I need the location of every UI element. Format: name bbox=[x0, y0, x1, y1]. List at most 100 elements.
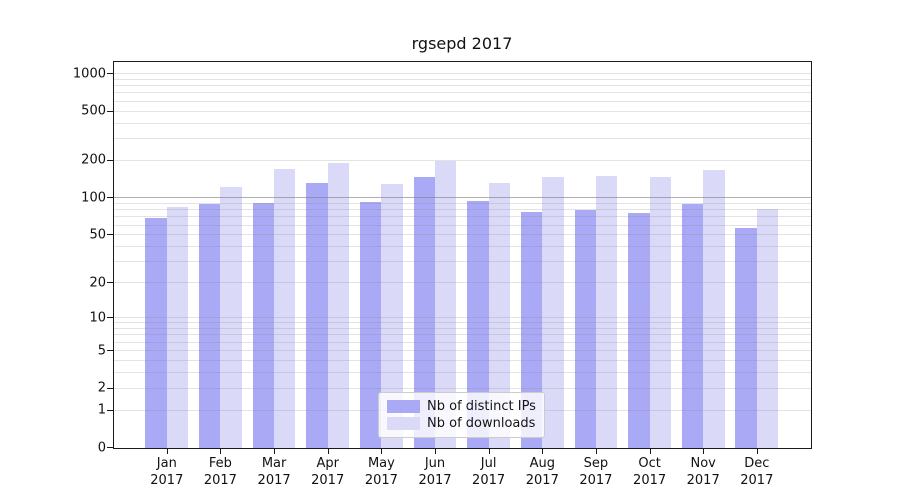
gridline-2 bbox=[114, 387, 811, 389]
bar-downloads-dec bbox=[756, 209, 779, 448]
y-tick-0 bbox=[107, 447, 113, 448]
y-tick-label-2: 2 bbox=[97, 380, 106, 396]
gridline-90 bbox=[114, 202, 811, 204]
y-tick-2 bbox=[107, 387, 113, 389]
gridline-3 bbox=[114, 372, 811, 373]
y-tick-1000 bbox=[107, 73, 113, 74]
bar-ips-jan bbox=[145, 217, 167, 448]
y-tick-10 bbox=[107, 317, 113, 319]
y-tick-label-5: 5 bbox=[97, 343, 106, 358]
x-tick-jan bbox=[166, 449, 168, 454]
gridline-500 bbox=[114, 110, 811, 112]
gridline-4 bbox=[114, 359, 811, 361]
legend-row-downloads: Nb of downloads bbox=[387, 415, 536, 432]
legend-row-ips: Nb of distinct IPs bbox=[387, 398, 536, 415]
x-tick-label-jan: Jan 2017 bbox=[150, 456, 184, 488]
x-tick-jun bbox=[435, 449, 436, 454]
x-tick-label-nov: Nov 2017 bbox=[686, 456, 720, 488]
gridline-40 bbox=[114, 246, 811, 247]
x-tick-sep bbox=[595, 449, 597, 454]
bar-downloads-oct bbox=[649, 176, 671, 448]
y-tick-label-500: 500 bbox=[81, 103, 106, 119]
gridline-70 bbox=[114, 216, 811, 218]
gridline-5 bbox=[114, 350, 811, 351]
bar-ips-feb bbox=[199, 204, 221, 448]
bar-ips-sep bbox=[574, 209, 596, 448]
x-tick-feb bbox=[220, 449, 222, 454]
bar-ips-dec bbox=[735, 228, 757, 448]
bar-ips-aug bbox=[520, 211, 543, 448]
x-tick-label-apr: Apr 2017 bbox=[311, 456, 345, 488]
x-tick-label-dec: Dec 2017 bbox=[740, 456, 774, 488]
gridline-200 bbox=[114, 159, 811, 161]
x-tick-aug bbox=[542, 449, 544, 454]
bar-ips-oct bbox=[628, 213, 650, 448]
bar-ips-jul bbox=[467, 201, 489, 448]
gridline-1000 bbox=[114, 73, 811, 74]
x-tick-mar bbox=[274, 449, 276, 454]
bar-downloads-aug bbox=[542, 176, 564, 448]
x-tick-jul bbox=[488, 449, 490, 454]
x-tick-label-oct: Oct 2017 bbox=[633, 456, 667, 488]
gridline-9 bbox=[114, 322, 811, 324]
gridline-700 bbox=[114, 92, 811, 94]
gridline-60 bbox=[114, 224, 811, 226]
bar-downloads-feb bbox=[220, 187, 242, 448]
y-tick-label-1: 1 bbox=[97, 402, 106, 418]
legend-items: Nb of distinct IPs Nb of downloads bbox=[387, 398, 536, 432]
bar-downloads-jun bbox=[435, 161, 457, 448]
bar-downloads-nov bbox=[703, 169, 725, 448]
x-tick-label-jun: Jun 2017 bbox=[418, 456, 452, 488]
x-tick-may bbox=[381, 449, 383, 454]
legend: Nb of distinct IPs Nb of downloads bbox=[378, 392, 545, 438]
y-tick-50 bbox=[107, 234, 113, 236]
legend-swatch-downloads bbox=[387, 417, 420, 430]
x-tick-oct bbox=[649, 449, 651, 454]
legend-swatch-ips bbox=[387, 400, 420, 413]
y-tick-200 bbox=[107, 159, 113, 161]
y-tick-20 bbox=[107, 282, 113, 284]
legend-label: Nb of downloads bbox=[427, 416, 536, 431]
y-tick-label-100: 100 bbox=[81, 190, 106, 206]
x-tick-label-sep: Sep 2017 bbox=[579, 456, 613, 488]
bar-downloads-jul bbox=[488, 182, 510, 448]
plot-area bbox=[113, 61, 812, 449]
bar-downloads-may bbox=[381, 183, 403, 448]
gridline-300 bbox=[114, 138, 811, 139]
x-tick-nov bbox=[703, 449, 705, 454]
gridline-7 bbox=[114, 334, 811, 336]
gridline-800 bbox=[114, 85, 811, 87]
gridline-400 bbox=[114, 122, 811, 124]
bar-ips-nov bbox=[681, 204, 704, 448]
x-tick-label-jul: Jul 2017 bbox=[472, 456, 506, 488]
y-tick-label-50: 50 bbox=[89, 227, 106, 243]
y-tick-100 bbox=[107, 197, 113, 199]
bar-downloads-mar bbox=[274, 168, 296, 448]
x-tick-apr bbox=[327, 449, 329, 454]
gridline-10 bbox=[114, 317, 811, 319]
x-tick-label-mar: Mar 2017 bbox=[257, 456, 291, 488]
y-tick-label-20: 20 bbox=[89, 275, 106, 291]
gridline-6 bbox=[114, 341, 811, 343]
x-tick-label-feb: Feb 2017 bbox=[203, 456, 237, 488]
y-tick-500 bbox=[107, 110, 113, 112]
y-tick-1 bbox=[107, 409, 113, 411]
gridline-100 bbox=[114, 197, 811, 199]
gridline-30 bbox=[114, 261, 811, 263]
bar-downloads-jan bbox=[166, 206, 189, 448]
gridline-80 bbox=[114, 209, 811, 211]
y-tick-label-0: 0 bbox=[97, 440, 106, 455]
gridline-900 bbox=[114, 78, 811, 80]
x-tick-dec bbox=[756, 449, 758, 454]
bar-ips-mar bbox=[252, 202, 275, 448]
bar-downloads-sep bbox=[595, 175, 618, 448]
bar-downloads-apr bbox=[327, 162, 350, 448]
legend-label: Nb of distinct IPs bbox=[427, 399, 536, 414]
gridline-20 bbox=[114, 282, 811, 284]
gridline-600 bbox=[114, 100, 811, 102]
y-tick-5 bbox=[107, 350, 113, 351]
gridline-8 bbox=[114, 328, 811, 330]
bar-ips-may bbox=[360, 201, 382, 448]
bar-ips-jun bbox=[413, 177, 435, 448]
